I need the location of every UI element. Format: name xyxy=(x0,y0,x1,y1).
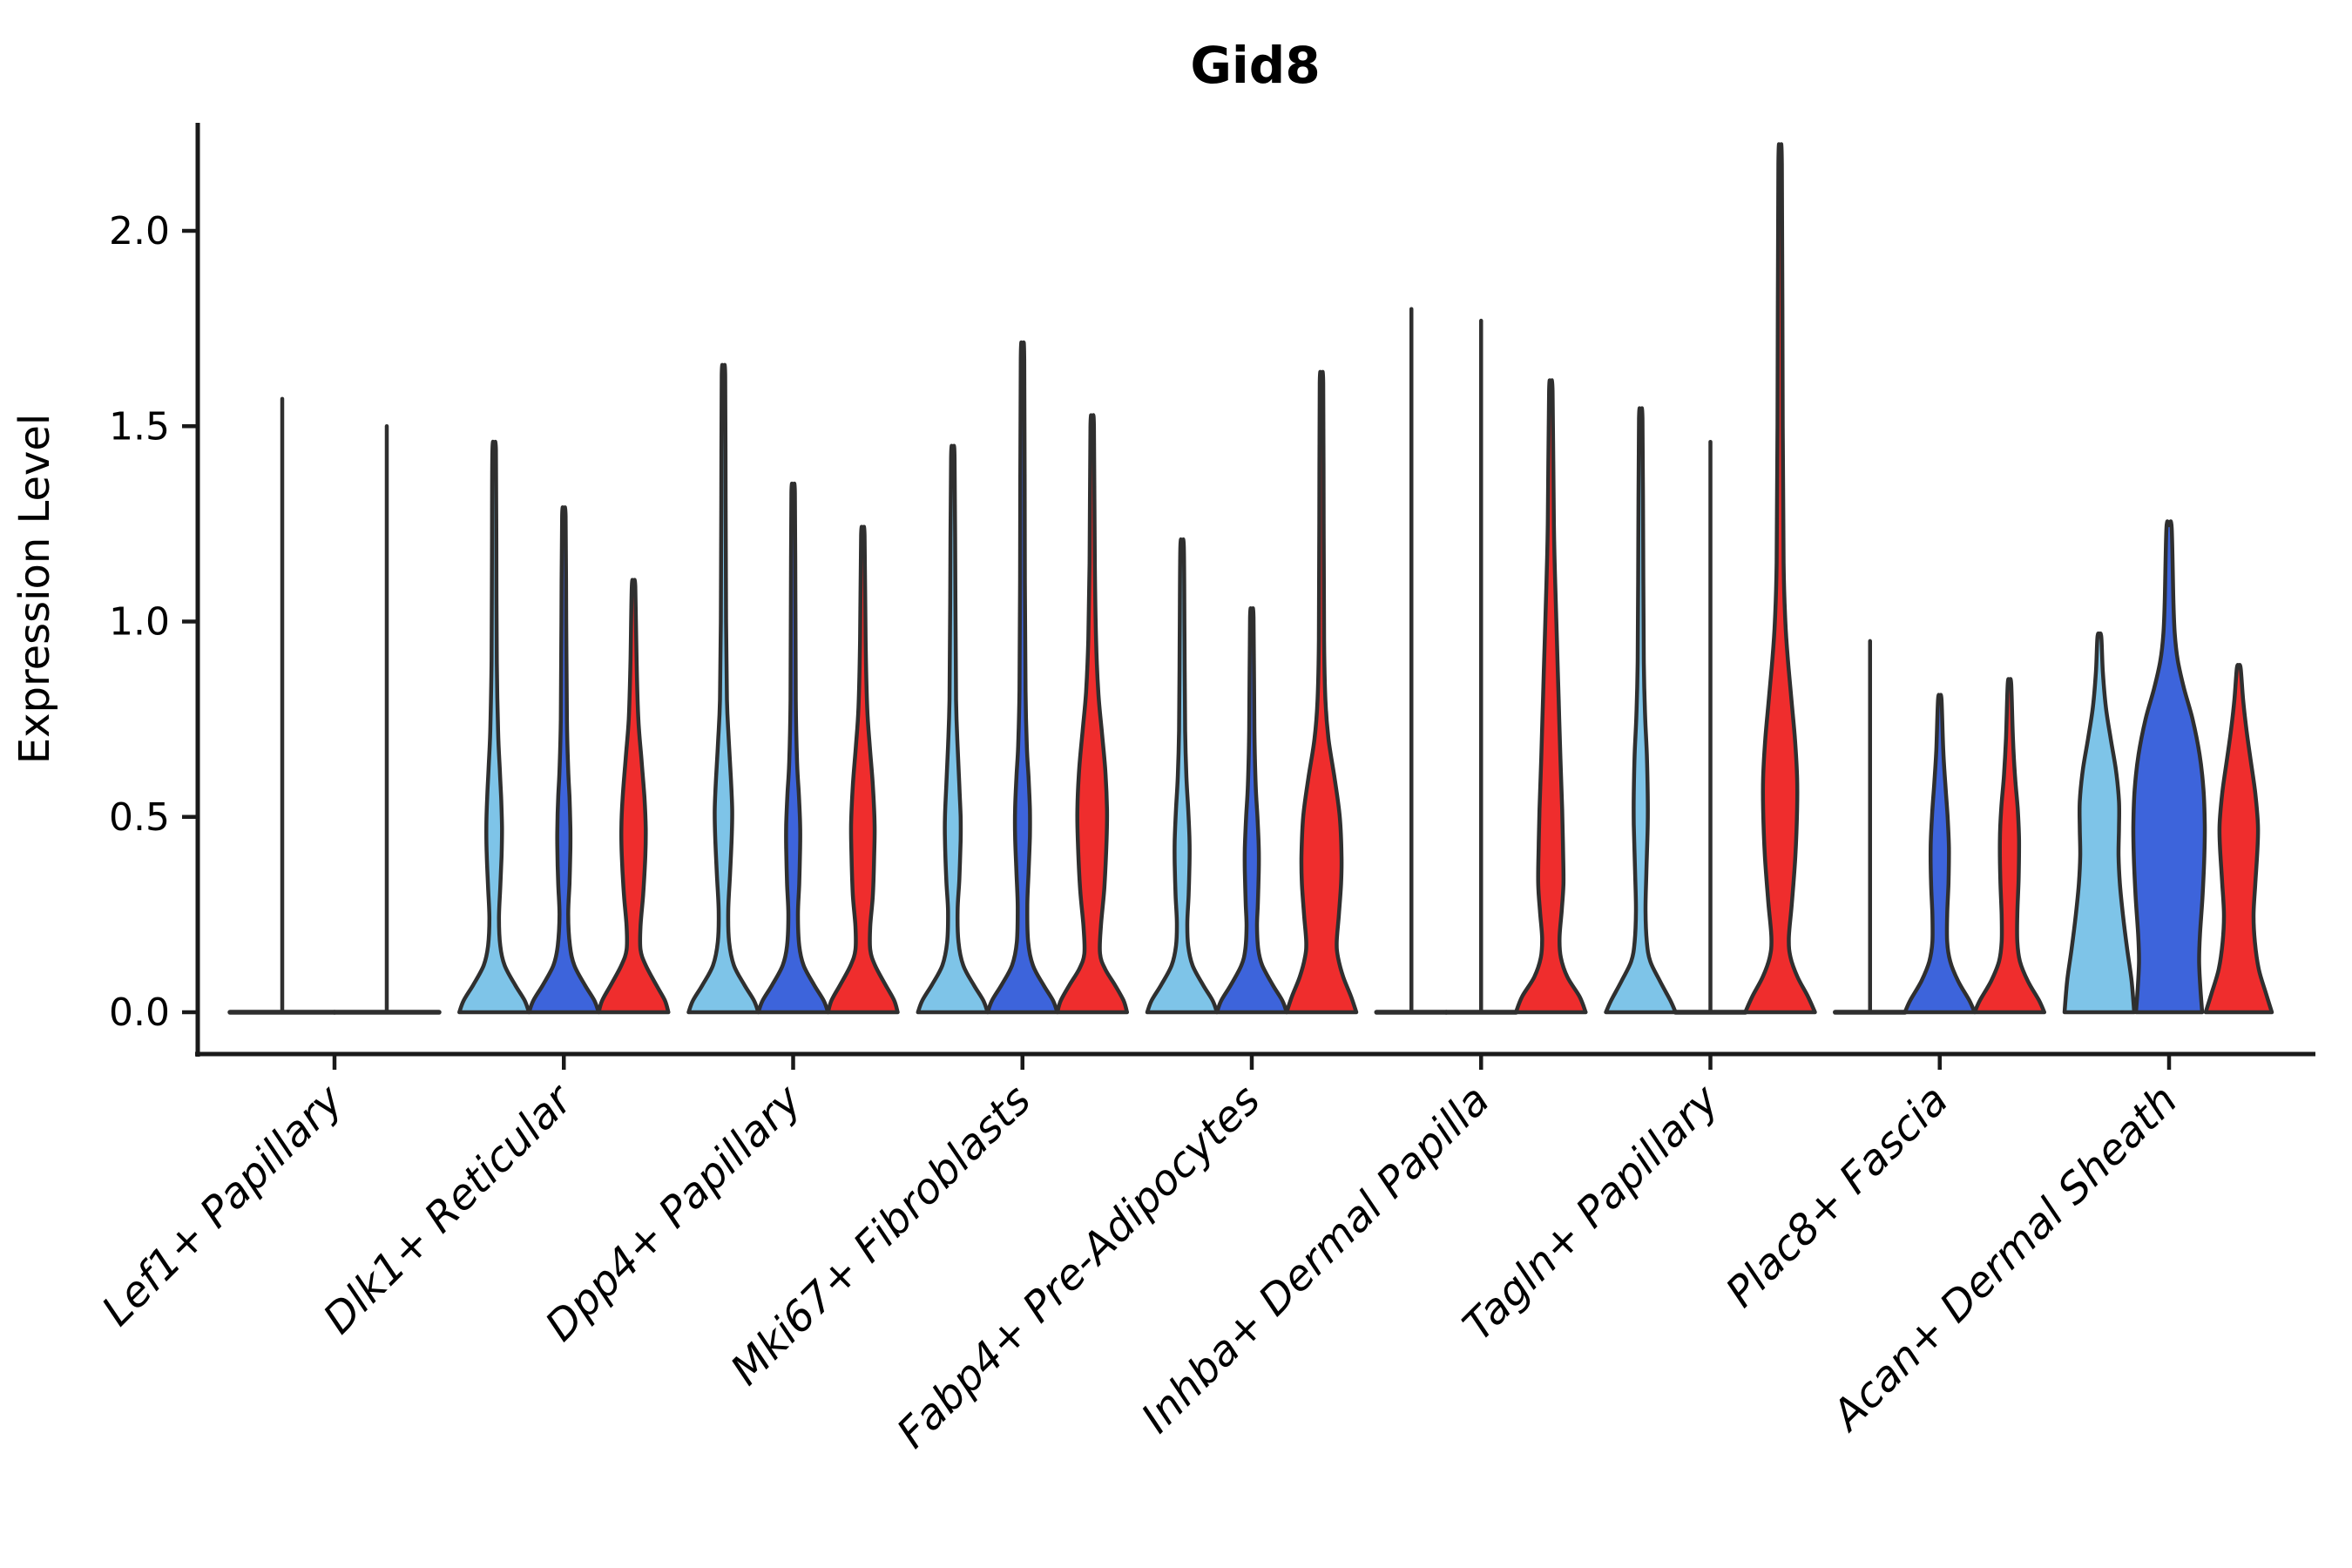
violin-4-red xyxy=(1284,369,1359,1015)
violin-1-lightblue xyxy=(457,439,531,1015)
violin-3-lightblue xyxy=(916,443,990,1015)
violin-7-darkblue xyxy=(1903,693,1977,1015)
y-axis-tick-label: 0.0 xyxy=(109,990,170,1035)
x-axis-category-label-0: Lef1+ Papillary xyxy=(92,1075,353,1335)
violin-8-darkblue xyxy=(2131,519,2207,1015)
violin-3-darkblue xyxy=(985,341,1060,1015)
y-axis-tick-label: 0.5 xyxy=(109,795,170,840)
x-axis-category-label-6: Tagln+ Papillary xyxy=(1454,1075,1729,1350)
violin-5-red xyxy=(1514,378,1588,1015)
violin-2-red xyxy=(826,524,900,1015)
x-axis-category-label-4: Fabp4+ Pre-Adipocytes xyxy=(888,1076,1270,1458)
violin-7-red xyxy=(1972,677,2047,1015)
violin-2-lightblue xyxy=(686,362,760,1015)
violin-1-red xyxy=(597,578,671,1015)
violin-3-red xyxy=(1055,413,1130,1015)
x-axis-category-label-7: Plac8+ Fascia xyxy=(1717,1076,1958,1317)
x-axis-category-label-2: Dpp4+ Papillary xyxy=(536,1075,811,1350)
chart-title: Gid8 xyxy=(1190,36,1320,95)
violin-8-lightblue xyxy=(2062,631,2137,1015)
violin-2-darkblue xyxy=(756,481,830,1015)
y-axis-tick-label: 1.0 xyxy=(109,600,170,645)
y-axis-label: Expression Level xyxy=(10,414,59,765)
violin-1-darkblue xyxy=(527,505,601,1015)
violin-4-darkblue xyxy=(1214,606,1289,1015)
violin-layer xyxy=(227,142,2274,1015)
y-axis-tick-label: 1.5 xyxy=(109,404,170,449)
y-axis-tick-label: 2.0 xyxy=(109,209,170,253)
violin-8-red xyxy=(2203,663,2274,1015)
x-axis-category-label-1: Dlk1+ Reticular xyxy=(314,1074,585,1344)
violin-6-red xyxy=(1743,142,1817,1015)
violin-6-lightblue xyxy=(1604,406,1678,1015)
violin-4-lightblue xyxy=(1145,537,1220,1015)
